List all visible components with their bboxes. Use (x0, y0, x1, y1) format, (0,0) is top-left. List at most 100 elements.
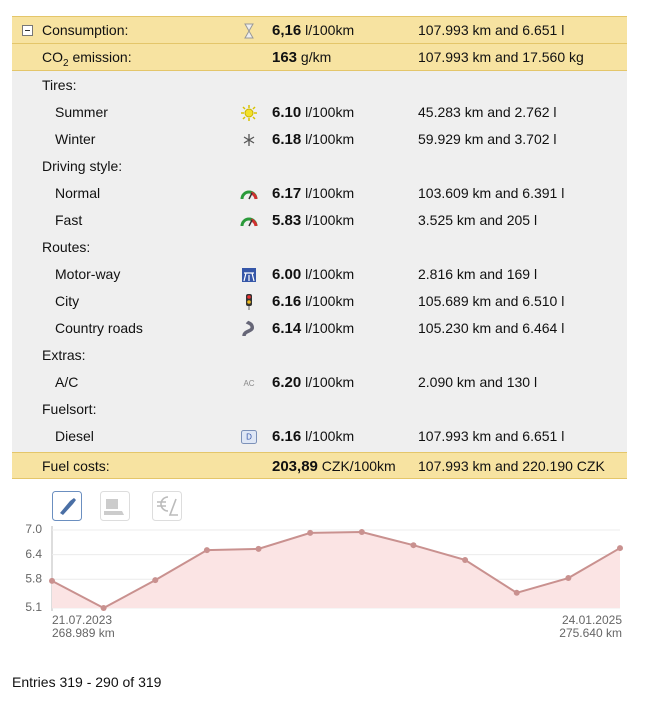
point (617, 545, 623, 552)
euro-button[interactable] (152, 491, 182, 521)
detail: 45.283 km and 2.762 l (418, 104, 557, 120)
area (52, 532, 620, 608)
item-label: Fast (55, 212, 83, 228)
value: 5.83 l/100km (272, 207, 354, 234)
pump-icon (104, 499, 124, 515)
point (358, 529, 365, 536)
item-row: A/C AC 6.20 l/100km 2.090 km and 130 l (12, 369, 627, 396)
value: 6.16 l/100km (272, 423, 354, 450)
value-number: 203,89 (272, 458, 318, 475)
value-number: 6.16 (272, 293, 302, 310)
detail: 105.689 km and 6.510 l (418, 293, 565, 309)
icon-part (241, 105, 257, 121)
value-unit: l/100km (305, 374, 355, 390)
group-row: Routes: (12, 234, 627, 261)
item-row: Summer 6.10 l/100km 45.283 km and 2.762 l (12, 99, 627, 126)
item-row: Diesel D 6.16 l/100km 107.993 km and 6.651 … (12, 423, 627, 450)
row-icon (242, 268, 256, 282)
icon-part (250, 191, 258, 200)
value-unit: g/km (300, 49, 332, 65)
summary-row: Fuel costs: 203,89 CZK/100km 107.993 km an… (12, 452, 627, 479)
value-unit: l/100km (305, 104, 355, 120)
group-row: Extras: (12, 342, 627, 369)
row-icon (240, 217, 258, 227)
point (513, 589, 520, 596)
group-row: Fuelsort: (12, 396, 627, 423)
item-label: Winter (55, 131, 96, 147)
group-row: Tires: (12, 72, 627, 99)
group-label: Routes: (42, 239, 91, 255)
icon-part (243, 134, 255, 146)
y-tick-label: 7.0 (25, 522, 42, 536)
value-number: 6.18 (272, 131, 302, 148)
value-unit: l/100km (305, 320, 355, 336)
item-label: City (55, 293, 80, 309)
row-icon: AC (243, 379, 254, 388)
icon-part (250, 218, 258, 227)
point (307, 529, 314, 536)
value-number: 6.14 (272, 320, 302, 337)
icon-text: AC (243, 379, 254, 388)
item-row: Winter 6.18 l/100km 59.929 km and 3.702 l (12, 126, 627, 153)
x-start-label: 21.07.2023 (52, 613, 112, 627)
detail: 3.525 km and 205 l (418, 212, 538, 228)
item-row: Country roads 6.14 l/100km 105.230 km and … (12, 315, 627, 342)
point (203, 547, 210, 554)
value-number: 6.10 (272, 104, 302, 121)
icon-part (244, 108, 254, 118)
y-tick-label: 5.1 (25, 600, 42, 614)
icon-part (241, 430, 257, 444)
row-icon (240, 190, 258, 200)
collapse-toggle[interactable] (22, 25, 33, 36)
item-label: Normal (55, 185, 101, 201)
line (51, 531, 621, 610)
value: 6.00 l/100km (272, 261, 354, 288)
consumption-table: Consumption: 6,16 l/100km 107.993 km and 6… (12, 16, 627, 479)
row-icon (241, 105, 257, 121)
group-label: Tires: (42, 77, 77, 93)
detail: 2.816 km and 169 l (418, 266, 538, 282)
value-number: 6.00 (272, 266, 302, 283)
detail: 2.090 km and 130 l (418, 374, 538, 390)
x-end-label: 275.640 km (559, 626, 622, 640)
value-unit: l/100km (305, 212, 355, 228)
value-number: 6.17 (272, 185, 302, 202)
item-label: Summer (55, 104, 108, 120)
value-number: 163 (272, 49, 298, 66)
row-icon (243, 134, 255, 146)
icon-part (242, 320, 254, 337)
value: 6.10 l/100km (272, 99, 354, 126)
item-row: Motor-way 6.00 l/100km 2.816 km and 169 l (12, 261, 627, 288)
group-area: Tires: Summer 6.10 l/100km 45.283 km and 2.… (12, 71, 627, 452)
icon-part (248, 219, 253, 227)
value-unit: l/100km (305, 22, 355, 38)
point (410, 542, 417, 549)
value-unit: CZK/100km (321, 458, 396, 474)
label-part: emission: (68, 49, 132, 65)
detail: 107.993 km and 17.560 kg (418, 49, 584, 65)
detail: 107.993 km and 220.190 CZK (418, 458, 605, 474)
x-end-label: 24.01.2025 (562, 613, 622, 627)
value: 163 g/km (272, 44, 331, 71)
value-unit: l/100km (305, 185, 355, 201)
point (462, 556, 469, 563)
row-icon (246, 294, 252, 310)
value-unit: l/100km (305, 428, 355, 444)
item-label: Country roads (55, 320, 143, 336)
point (565, 575, 572, 582)
label: CO2 emission: (42, 44, 132, 77)
group-label: Extras: (42, 347, 86, 363)
value: 6.20 l/100km (272, 369, 354, 396)
item-row: Fast 5.83 l/100km 3.525 km and 205 l (12, 207, 627, 234)
row-icon: D (241, 430, 257, 444)
item-row: City 6.16 l/100km 105.689 km and 6.510 l (12, 288, 627, 315)
nozzle-icon (60, 498, 76, 515)
icon-text: D (246, 433, 252, 442)
value: 6.16 l/100km (272, 288, 354, 315)
value-unit: l/100km (305, 293, 355, 309)
x-start-label: 268.989 km (52, 626, 115, 640)
icon-part (248, 192, 253, 200)
value-number: 6,16 (272, 22, 302, 39)
label: Fuel costs: (42, 458, 110, 474)
